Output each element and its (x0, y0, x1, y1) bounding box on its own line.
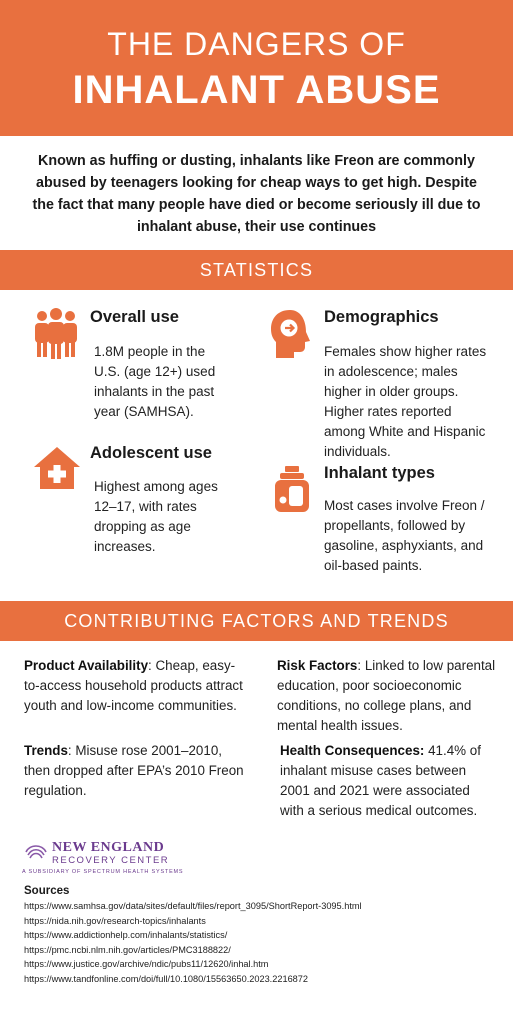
title-banner: THE DANGERS OF INHALANT ABUSE (0, 0, 513, 136)
sources-heading: Sources (24, 885, 70, 897)
factor-label: Health Consequences: (280, 743, 425, 758)
logo-name: NEW ENGLAND (52, 840, 165, 855)
factors-section: Product Availability: Cheap, easy-to-acc… (0, 641, 513, 851)
factor-text: 41.4% of inhalant misuse cases between 2… (280, 743, 481, 818)
house-cross-icon (34, 447, 80, 489)
stat-text: Most cases involve Freon / propellants, … (324, 498, 485, 573)
factor-health-consequences: Health Consequences: 41.4% of inhalant m… (280, 741, 492, 821)
head-brain-icon (271, 310, 310, 358)
stat-text: 1.8M people in the U.S. (age 12+) used i… (94, 344, 216, 419)
factor-text: : Linked to low parental education, poor… (277, 658, 496, 733)
factor-trends: Trends: Misuse rose 2001–2010, then drop… (24, 741, 249, 801)
factors-heading: CONTRIBUTING FACTORS AND TRENDS (0, 601, 513, 641)
factor-text: : Misuse rose 2001–2010, then dropped af… (24, 743, 244, 798)
factor-product-availability: Product Availability: Cheap, easy-to-acc… (24, 656, 249, 716)
logo-subtitle: RECOVERY CENTER (52, 855, 170, 866)
people-group-icon (35, 308, 77, 359)
sources-section: Sources https://www.samhsa.gov/data/site… (24, 885, 494, 987)
factor-label: Risk Factors (277, 658, 358, 673)
intro-text: Known as huffing or dusting, inhalants l… (32, 153, 481, 235)
factor-label: Trends (24, 743, 68, 758)
logo-icon (25, 845, 47, 859)
stat-inhalant-types: Inhalant types Most cases involve Freon … (272, 464, 502, 586)
new-england-recovery-center-logo: NEW ENGLAND RECOVERY CENTER A SUBSIDIARY… (22, 838, 242, 878)
title-line-1: THE DANGERS OF (107, 26, 406, 62)
statistics-heading: STATISTICS (0, 250, 513, 290)
statistics-section: Overall use 1.8M people in the U.S. (age… (0, 290, 513, 601)
source-link[interactable]: https://www.tandfonline.com/doi/full/10.… (24, 973, 309, 984)
stat-title: Adolescent use (90, 444, 212, 462)
source-link[interactable]: https://pmc.ncbi.nlm.nih.gov/articles/PM… (24, 944, 231, 955)
stat-title: Overall use (90, 308, 179, 326)
stat-text: Females show higher rates in adolescence… (324, 344, 487, 459)
source-link[interactable]: https://www.samhsa.gov/data/sites/defaul… (24, 901, 362, 911)
stat-overall-use: Overall use 1.8M people in the U.S. (age… (32, 308, 242, 428)
source-link[interactable]: https://www.justice.gov/archive/ndic/pub… (24, 959, 269, 970)
spray-can-icon (275, 466, 309, 512)
source-link[interactable]: https://nida.nih.gov/research-topics/inh… (24, 915, 206, 926)
stat-text: Highest among ages 12–17, with rates dro… (94, 479, 218, 554)
source-link[interactable]: https://www.addictionhelp.com/inhalants/… (24, 930, 228, 941)
title-line-2: INHALANT ABUSE (72, 68, 441, 112)
factor-label: Product Availability (24, 658, 149, 673)
stat-title: Demographics (324, 308, 439, 326)
factor-text: : Cheap, easy-to-access household produc… (24, 658, 243, 713)
stat-adolescent-use: Adolescent use Highest among ages 12–17,… (32, 444, 242, 555)
stat-demographics: Demographics Females show higher rates i… (268, 308, 498, 468)
stat-title: Inhalant types (324, 464, 435, 482)
logo-tagline: A SUBSIDIARY OF SPECTRUM HEALTH SYSTEMS (22, 869, 184, 875)
factor-risk-factors: Risk Factors: Linked to low parental edu… (277, 656, 499, 736)
